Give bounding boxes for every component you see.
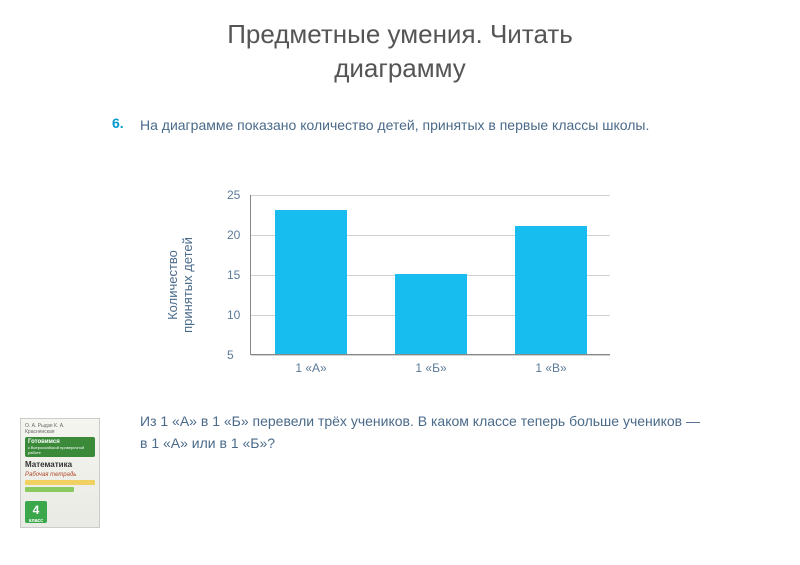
title-line-1: Предметные умения. Читать bbox=[227, 19, 573, 49]
book-subject: Математика bbox=[25, 460, 95, 469]
problem-question: Из 1 «А» в 1 «Б» перевели трёх учеников.… bbox=[140, 410, 700, 455]
book-thumbnail: О. А. Рыдзе К. А. Краснянская Готовимся … bbox=[20, 418, 100, 528]
x-tick-label: 1 «Б» bbox=[415, 361, 446, 375]
slide-title: Предметные умения. Читать диаграмму bbox=[0, 0, 800, 86]
y-tick-label: 20 bbox=[227, 228, 240, 242]
problem-number: 6. bbox=[112, 115, 124, 131]
problem-block: 6. На диаграмме показано количество дете… bbox=[140, 115, 700, 136]
gridline bbox=[251, 195, 610, 196]
y-axis-label: Количество принятых детей bbox=[165, 237, 195, 333]
title-line-2: диаграмму bbox=[334, 53, 466, 83]
x-tick-label: 1 «В» bbox=[535, 361, 566, 375]
x-tick-label: 1 «А» bbox=[295, 361, 326, 375]
bar-chart: Количество принятых детей 5101520251 «А»… bbox=[220, 185, 640, 385]
book-grade: 4 класс bbox=[25, 501, 47, 523]
y-tick-label: 15 bbox=[227, 268, 240, 282]
book-authors: О. А. Рыдзе К. А. Краснянская bbox=[25, 423, 95, 435]
y-tick-label: 10 bbox=[227, 308, 240, 322]
gridline bbox=[251, 355, 610, 356]
chart-grid: 5101520251 «А»1 «Б»1 «В» bbox=[250, 195, 610, 355]
book-subtitle: Рабочая тетрадь bbox=[25, 472, 95, 478]
y-tick-label: 5 bbox=[227, 348, 234, 362]
bar bbox=[395, 274, 467, 354]
y-tick-label: 25 bbox=[227, 188, 240, 202]
book-banner: Готовимся к Всероссийской проверочной ра… bbox=[25, 437, 95, 457]
bar bbox=[275, 210, 347, 354]
bar bbox=[515, 226, 587, 354]
problem-intro: На диаграмме показано количество детей, … bbox=[140, 115, 700, 136]
